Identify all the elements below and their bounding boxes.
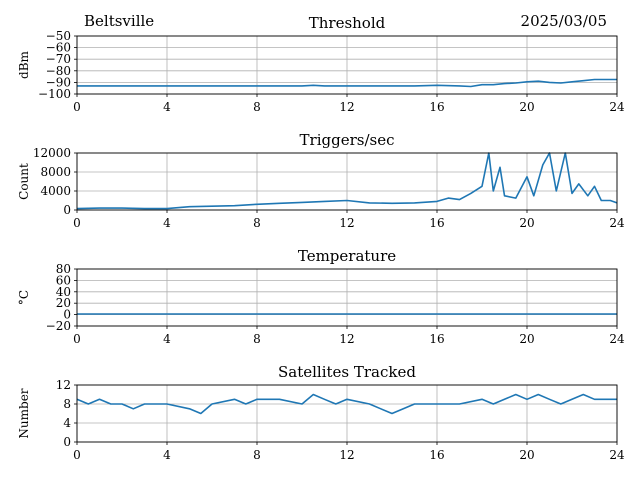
y-tick-label: 80 <box>56 262 71 276</box>
y-tick-label: −20 <box>46 319 71 333</box>
x-tick-label: 0 <box>73 216 81 230</box>
y-axis-label: Count <box>17 163 31 200</box>
panel-title: Satellites Tracked <box>278 363 416 381</box>
panel-title: Threshold <box>309 14 386 32</box>
x-tick-label: 24 <box>609 216 625 230</box>
x-tick-label: 4 <box>163 100 171 114</box>
y-tick-label: 8 <box>63 397 71 411</box>
series-line <box>76 152 618 210</box>
x-tick-label: 4 <box>163 448 171 462</box>
x-tick-label: 8 <box>253 448 261 462</box>
x-tick-label: 16 <box>429 100 444 114</box>
panel-title: Temperature <box>298 247 396 265</box>
x-tick-label: 12 <box>339 332 354 346</box>
x-tick-label: 4 <box>163 216 171 230</box>
y-tick-label: −80 <box>46 64 71 78</box>
x-tick-label: 8 <box>253 332 261 346</box>
x-tick-label: 4 <box>163 332 171 346</box>
x-tick-label: 24 <box>609 332 625 346</box>
y-tick-label: 40 <box>56 285 71 299</box>
x-tick-label: 8 <box>253 100 261 114</box>
y-tick-label: 12 <box>56 378 71 392</box>
y-tick-label: −60 <box>46 41 71 55</box>
x-tick-label: 20 <box>519 100 534 114</box>
x-tick-label: 16 <box>429 448 444 462</box>
x-tick-label: 0 <box>73 100 81 114</box>
y-tick-label: 20 <box>56 296 71 310</box>
x-tick-label: 12 <box>339 216 354 230</box>
y-tick-label: 60 <box>56 273 71 287</box>
y-tick-label: 4 <box>63 416 71 430</box>
y-tick-label: 12000 <box>33 146 71 160</box>
series-line <box>77 78 617 88</box>
x-tick-label: 20 <box>519 332 534 346</box>
x-tick-label: 24 <box>609 100 625 114</box>
y-tick-label: 0 <box>63 203 71 217</box>
x-tick-label: 16 <box>429 216 444 230</box>
report-date: 2025/03/05 <box>520 12 607 30</box>
y-axis-label: Number <box>17 388 31 438</box>
y-tick-label: −70 <box>46 52 71 66</box>
y-tick-label: −50 <box>46 29 71 43</box>
y-tick-label: 0 <box>63 435 71 449</box>
y-tick-label: −90 <box>46 75 71 89</box>
x-tick-label: 20 <box>519 216 534 230</box>
x-tick-label: 20 <box>519 448 534 462</box>
y-tick-label: 4000 <box>40 184 71 198</box>
y-tick-label: 8000 <box>40 165 71 179</box>
x-tick-label: 12 <box>339 100 354 114</box>
y-tick-label: 0 <box>63 308 71 322</box>
x-tick-label: 16 <box>429 332 444 346</box>
x-tick-label: 8 <box>253 216 261 230</box>
y-axis-label: dBm <box>17 50 31 79</box>
y-tick-label: −100 <box>38 87 71 101</box>
x-tick-label: 24 <box>609 448 625 462</box>
x-tick-label: 0 <box>73 332 81 346</box>
series-line <box>76 393 617 415</box>
x-tick-label: 12 <box>339 448 354 462</box>
station-name: Beltsville <box>84 12 155 30</box>
x-tick-label: 0 <box>73 448 81 462</box>
panel-title: Triggers/sec <box>300 131 395 149</box>
y-axis-label: °C <box>17 290 31 305</box>
